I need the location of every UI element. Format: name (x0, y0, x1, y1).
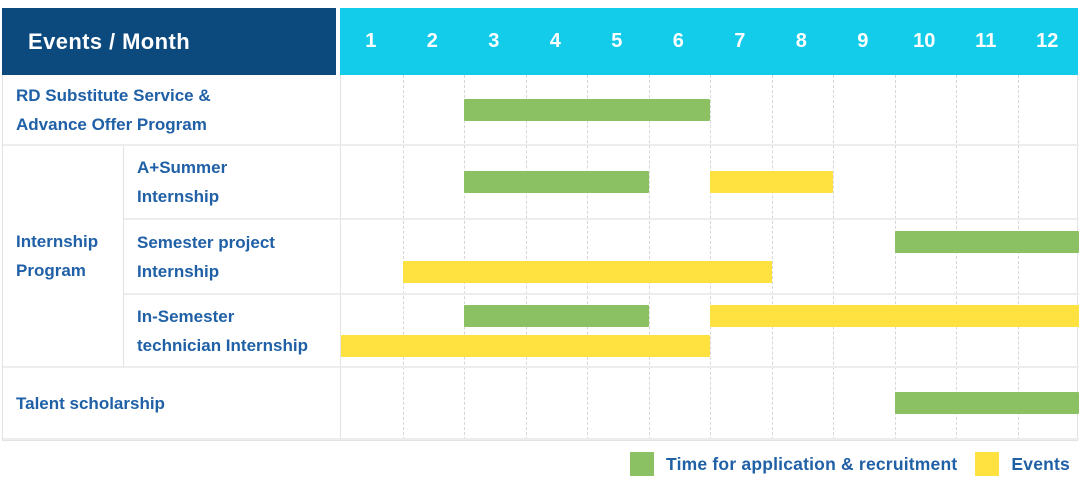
recruitment-bar (464, 171, 649, 193)
recruitment-bar (894, 392, 1079, 414)
recruitment-bar (464, 98, 710, 121)
month-header-6: 6 (672, 30, 684, 52)
table-body: RD Substitute Service & Advance Offer Pr… (2, 75, 1079, 441)
bar-line (341, 171, 1079, 193)
row-label-semester-project-internship: Semester project Internship (124, 220, 341, 295)
bar-line (341, 392, 1079, 414)
legend-item-events: Events (975, 452, 1070, 476)
month-header-3: 3 (488, 30, 500, 52)
month-header-1: 1 (365, 30, 377, 52)
events-bar (402, 260, 772, 283)
header-months-row: 1 2 3 4 5 6 7 8 9 10 11 12 (340, 8, 1078, 75)
bar-line (341, 304, 1079, 327)
bar-line (341, 260, 1079, 283)
month-header-9: 9 (857, 30, 869, 52)
month-header-11: 11 (975, 30, 997, 52)
row-bars-semester-project-internship (341, 220, 1079, 295)
header-events-month-cell: Events / Month (2, 8, 336, 75)
events-bar (710, 171, 833, 193)
legend-label-events: Events (1011, 453, 1070, 474)
row-bars-a-summer-internship (341, 146, 1079, 220)
legend: Time for application & recruitment Event… (630, 452, 1070, 476)
legend-item-recruitment: Time for application & recruitment (630, 452, 957, 476)
events-month-table: Events / Month 1 2 3 4 5 6 7 8 9 10 11 12 RD Substi… (2, 8, 1079, 441)
month-header-8: 8 (795, 30, 807, 52)
events-swatch-icon (975, 452, 1000, 476)
month-header-12: 12 (1036, 30, 1059, 52)
table-header-row: Events / Month 1 2 3 4 5 6 7 8 9 10 11 12 (2, 8, 1078, 75)
recruitment-swatch-icon (630, 452, 655, 476)
month-header-10: 10 (913, 30, 936, 52)
row-bars-talent-scholarship (341, 368, 1079, 440)
events-bar (341, 334, 710, 357)
row-label-rd-substitute-service-advance-offer-program: RD Substitute Service & Advance Offer Pr… (3, 75, 341, 146)
row-label-a-summer-internship: A+Summer Internship (124, 146, 341, 220)
row-label-talent-scholarship: Talent scholarship (3, 368, 341, 440)
legend-label-recruitment: Time for application & recruitment (666, 453, 958, 474)
group-label-internship-program: Internship Program (3, 146, 124, 368)
bar-line (341, 230, 1079, 253)
month-header-4: 4 (549, 30, 561, 52)
month-header-7: 7 (734, 30, 746, 52)
month-header-2: 2 (426, 30, 438, 52)
bar-line (341, 98, 1079, 121)
row-label-in-semester-technician-internship: In-Semester technician Internship (124, 295, 341, 368)
bar-line (341, 334, 1079, 357)
month-header-5: 5 (611, 30, 623, 52)
events-bar (710, 304, 1079, 327)
row-bars-in-semester-technician-internship (341, 295, 1079, 368)
recruitment-bar (894, 230, 1079, 253)
header-divider (336, 8, 340, 75)
recruitment-bar (464, 304, 649, 327)
row-bars-rd-substitute-service-advance-offer-program (341, 75, 1079, 146)
